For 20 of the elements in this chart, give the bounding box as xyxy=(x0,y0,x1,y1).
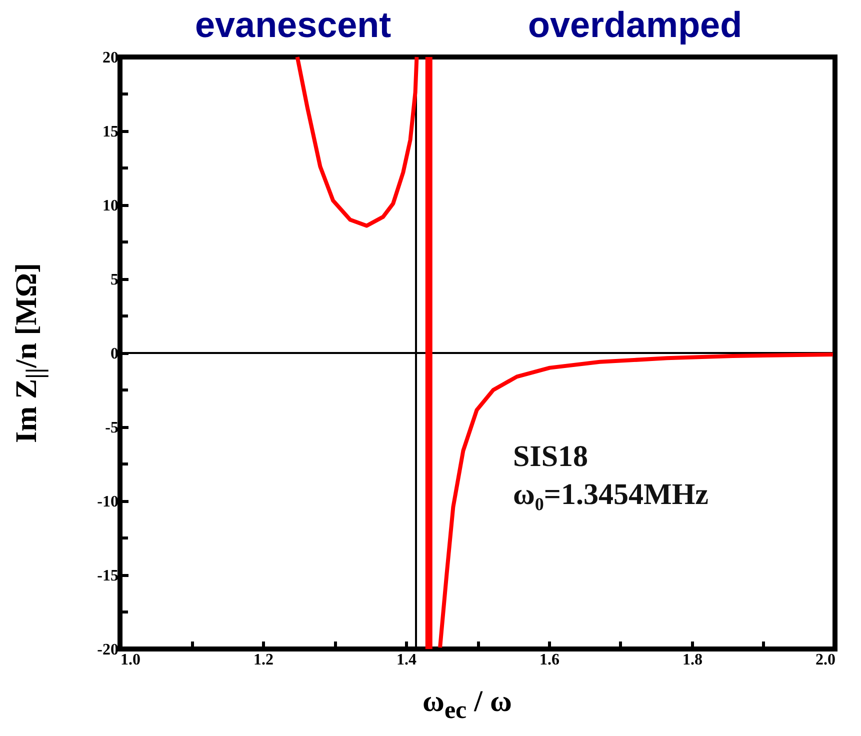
y-tick-label: 15 xyxy=(102,124,118,140)
text: overdamped xyxy=(528,4,742,46)
y-tick-label: -10 xyxy=(97,494,118,510)
y-tick-label: 10 xyxy=(102,198,118,214)
x-tick-label: 1.0 xyxy=(120,652,140,668)
y-tick-label: -15 xyxy=(97,568,118,584)
annotation: SIS18 xyxy=(513,440,588,474)
x-tick-label: 1.6 xyxy=(540,652,560,668)
y-tick-label: -20 xyxy=(97,642,118,658)
x-tick-label: 1.4 xyxy=(396,652,416,668)
annotation: ω₀=1.3454MHz xyxy=(513,478,708,512)
y-tick-label: -5 xyxy=(105,420,118,436)
x-tick-label: 1.8 xyxy=(682,652,702,668)
x-axis-title: ω$_{ec}$ / ω xyxy=(422,685,512,725)
y-tick-label: 20 xyxy=(102,50,118,66)
x-tick-label: 2.0 xyxy=(816,652,836,668)
y-tick-label: 0 xyxy=(110,346,118,362)
x-tick-label: 1.2 xyxy=(254,652,274,668)
text: evanescent xyxy=(195,4,392,46)
y-tick-label: 5 xyxy=(110,272,118,288)
